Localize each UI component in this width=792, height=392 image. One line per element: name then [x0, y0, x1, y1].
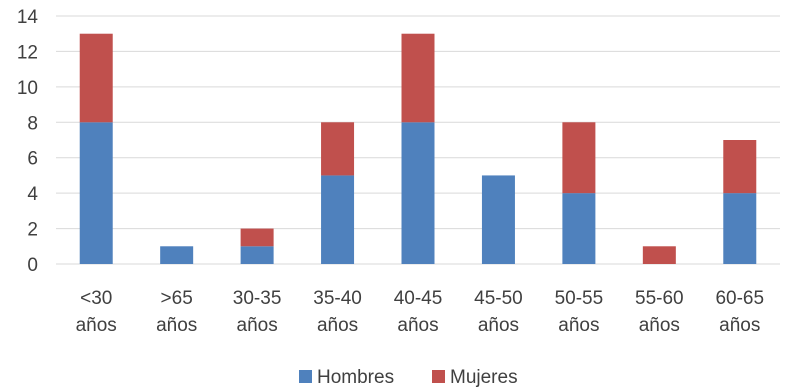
y-tick-label: 12 [17, 42, 38, 63]
y-tick-label: 0 [27, 255, 38, 276]
y-tick-label: 10 [17, 78, 38, 99]
x-category-label: 40-45 [394, 288, 443, 309]
y-tick-label: 6 [27, 149, 38, 170]
bar-hombres-2 [240, 246, 274, 264]
x-category-label: años [156, 315, 197, 336]
y-axis-ticks: 0 2 4 6 8 10 12 14 [17, 7, 39, 276]
bar-hombres-6 [562, 193, 596, 264]
x-category-label: años [397, 315, 438, 336]
x-category-label: >65 [161, 288, 193, 309]
x-axis-labels: <30 años >65 años 30-35 años 35-40 años 40-45 año… [76, 288, 764, 336]
bar-hombres-3 [321, 175, 355, 264]
bar-mujeres-0 [79, 33, 113, 123]
x-category-label: 45-50 [474, 288, 523, 309]
x-category-label: años [237, 315, 278, 336]
x-category-label: años [478, 315, 519, 336]
legend-swatch-mujeres [432, 370, 445, 383]
bar-mujeres-4 [401, 33, 435, 123]
bar-mujeres-3 [321, 122, 355, 176]
y-tick-label: 8 [27, 113, 38, 134]
legend-label-mujeres: Mujeres [450, 367, 518, 388]
bar-hombres-1 [160, 246, 194, 264]
bar-hombres-8 [723, 193, 757, 264]
x-category-label: años [76, 315, 117, 336]
bar-mujeres-6 [562, 122, 596, 194]
bar-hombres-4 [401, 122, 435, 265]
x-category-label: 55-60 [635, 288, 684, 309]
y-tick-label: 2 [27, 220, 38, 241]
y-tick-label: 14 [17, 7, 39, 28]
legend-label-hombres: Hombres [317, 367, 394, 388]
x-category-label: <30 [80, 288, 112, 309]
legend: Hombres Mujeres [299, 367, 518, 388]
x-category-label: años [558, 315, 599, 336]
bar-mujeres-2 [240, 228, 274, 247]
x-category-label: años [317, 315, 358, 336]
x-category-label: años [719, 315, 760, 336]
x-category-label: 50-55 [555, 288, 604, 309]
y-tick-label: 4 [27, 184, 38, 205]
x-category-label: 60-65 [715, 288, 764, 309]
bar-hombres-0 [79, 122, 113, 265]
bar-mujeres-7 [642, 246, 676, 264]
bar-mujeres-8 [723, 140, 757, 194]
x-category-label: 35-40 [313, 288, 362, 309]
x-category-label: 30-35 [233, 288, 282, 309]
legend-swatch-hombres [299, 370, 312, 383]
x-category-label: años [639, 315, 680, 336]
bar-hombres-5 [481, 175, 515, 264]
bars [79, 33, 757, 265]
